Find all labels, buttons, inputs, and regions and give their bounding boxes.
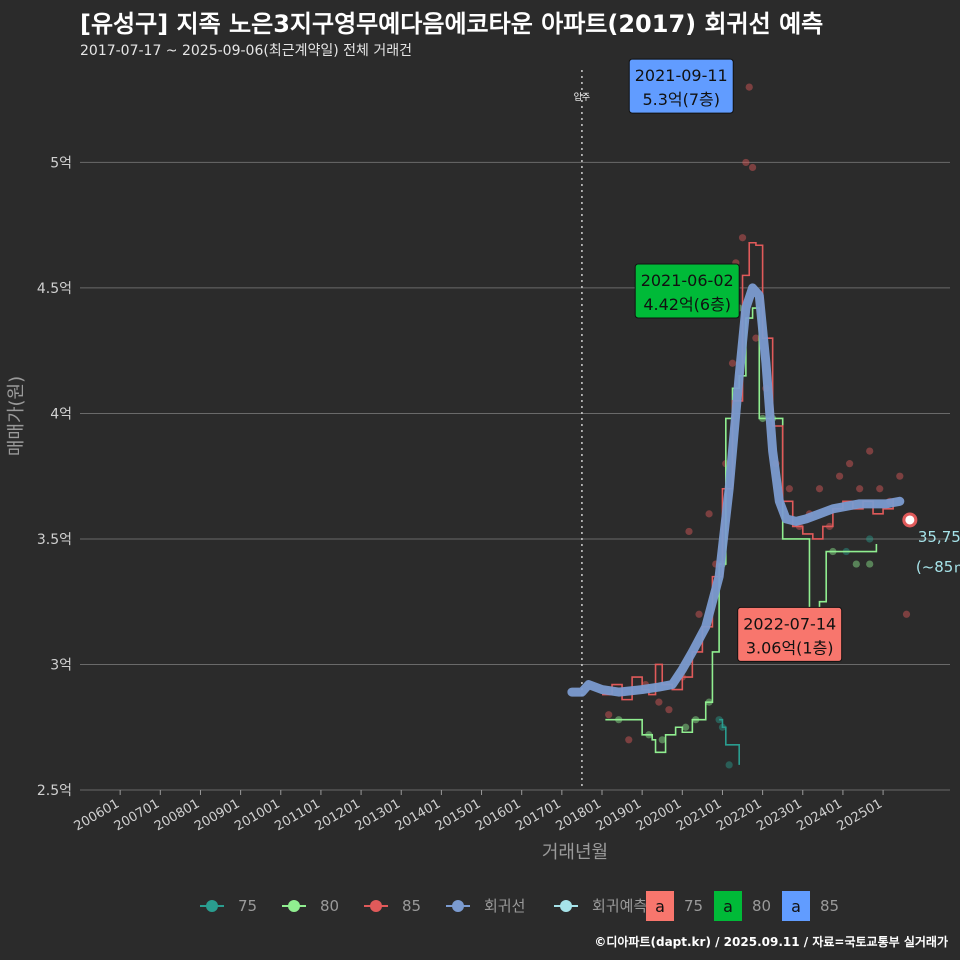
legend-box-label: 80 — [752, 897, 771, 915]
trade-point-75 — [725, 761, 733, 769]
legend-label: 85 — [402, 897, 421, 915]
move-in-label: 입주 — [574, 91, 591, 103]
x-tick-label: 202001 — [634, 796, 684, 834]
x-axis-title: 거래년월 — [542, 842, 608, 863]
y-tick-label: 5억 — [50, 155, 72, 171]
x-tick-label: 201201 — [313, 796, 363, 834]
legend-dot-key — [560, 900, 572, 912]
x-tick-label: 202101 — [674, 796, 724, 834]
trade-point-85 — [748, 163, 757, 172]
chart-subtitle: 2017-07-17 ~ 2025-09-06(최근계약일) 전체 거래건 — [80, 43, 412, 59]
forecast-point — [902, 512, 918, 528]
legend-label: 75 — [238, 897, 257, 915]
callouts: 2021-09-11 5.3억(7층) 2021-06-02 4.42억(6층) 202… — [628, 58, 843, 662]
data-series: 입주 35,757 (~85㎡) — [567, 70, 960, 790]
callout-box — [634, 263, 740, 319]
y-tick-label: 3.5억 — [37, 532, 72, 548]
callout-date: 2021-06-02 — [641, 271, 734, 290]
legend-box-key — [782, 891, 810, 921]
trade-point-80 — [682, 723, 690, 731]
legend-label: 회귀예측 — [592, 897, 647, 915]
trade-point-85 — [866, 447, 874, 455]
x-tick-label: 202201 — [714, 796, 764, 834]
callout-date: 2022-07-14 — [743, 614, 836, 633]
legend-dot-key — [370, 900, 382, 912]
legend-box-glyph: a — [791, 897, 801, 916]
x-tick-label: 201601 — [473, 796, 523, 834]
legend-box-key — [646, 891, 674, 921]
legend-dot-key — [288, 900, 300, 912]
trade-point-80 — [866, 560, 874, 568]
callout-box — [628, 58, 734, 114]
trade-point-85 — [605, 711, 613, 719]
y-tick-label: 4.5억 — [37, 281, 72, 297]
source-caption: ©디아파트(dapt.kr) / 2025.09.11 / 자료=국토교통부 실… — [594, 935, 948, 949]
x-tick-label: 201001 — [232, 796, 282, 834]
legend-dot-key — [206, 900, 218, 912]
trade-point-85 — [856, 485, 864, 493]
trade-point-85 — [738, 234, 747, 242]
grid-lines — [80, 161, 950, 791]
trade-point-85 — [728, 359, 737, 367]
x-tick-label: 201701 — [513, 796, 563, 834]
trade-point-85 — [655, 698, 663, 706]
y-axis-title: 매매가(원) — [6, 376, 27, 456]
callout-box — [737, 606, 843, 662]
trade-point-85 — [752, 334, 760, 342]
regression-line — [567, 283, 905, 697]
forecast-value-label: 35,757 — [918, 528, 960, 546]
y-tick-label: 3억 — [50, 657, 72, 673]
x-tick-label: 202401 — [794, 796, 844, 834]
trade-point-80 — [852, 560, 860, 568]
legend: 75 80 85 회귀선 회귀예측 a 75 a 80 a 85 — [200, 891, 839, 921]
trade-point-85 — [665, 706, 673, 714]
trade-point-85 — [785, 485, 793, 493]
x-tick-label: 202501 — [835, 796, 885, 834]
trade-point-85 — [705, 510, 713, 518]
x-tick-label: 202301 — [754, 796, 804, 834]
trade-point-85 — [902, 610, 911, 618]
x-tick-label: 200701 — [112, 796, 162, 834]
legend-box-label: 85 — [820, 897, 839, 915]
x-tick-label: 200901 — [192, 796, 242, 834]
x-tick-label: 200801 — [152, 796, 202, 834]
callout-date: 2021-09-11 — [635, 66, 728, 85]
trade-point-85 — [815, 485, 824, 493]
x-tick-label: 201901 — [594, 796, 644, 834]
trade-point-85 — [742, 158, 750, 167]
trade-point-85 — [876, 485, 884, 493]
x-tick-label: 201801 — [554, 796, 604, 834]
trade-point-85 — [896, 472, 904, 480]
trade-point-85 — [846, 460, 854, 468]
chart-title: [유성구] 지족 노은3지구영무예다음에코타운 아파트(2017) 회귀선 예측 — [80, 10, 824, 38]
y-tick-label: 2.5억 — [37, 783, 72, 799]
x-tick-label: 200601 — [72, 796, 122, 834]
trade-point-80 — [658, 736, 666, 744]
legend-box-label: 75 — [684, 897, 703, 915]
legend-box-glyph: a — [655, 897, 665, 916]
callout-price: 3.06억(1층) — [746, 638, 834, 657]
trade-point-85 — [685, 527, 693, 536]
series-line-75 — [719, 718, 740, 765]
legend-box-key — [714, 891, 742, 921]
x-tick-label: 201301 — [353, 796, 403, 834]
legend-label: 회귀선 — [484, 897, 525, 915]
callout-price: 5.3억(7층) — [642, 90, 720, 109]
trade-point-85 — [835, 472, 844, 480]
trade-point-85 — [625, 736, 633, 744]
x-tick-label: 201101 — [272, 796, 322, 834]
axes: 2.5억 3억 3.5억 4억 4.5억 5억 2006012007012008012009… — [6, 155, 885, 863]
callout-price: 4.42억(6층) — [643, 295, 731, 314]
x-tick-label: 201401 — [393, 796, 443, 834]
y-tick-label: 4억 — [50, 406, 72, 422]
trade-point-85 — [745, 83, 753, 91]
legend-dot-key — [452, 900, 464, 912]
legend-box-glyph: a — [723, 897, 733, 916]
trade-point-75 — [866, 535, 874, 543]
forecast-area-label: (~85㎡) — [916, 558, 960, 576]
legend-label: 80 — [320, 897, 339, 915]
trade-point-85 — [695, 610, 703, 618]
x-tick-label: 201501 — [433, 796, 483, 834]
